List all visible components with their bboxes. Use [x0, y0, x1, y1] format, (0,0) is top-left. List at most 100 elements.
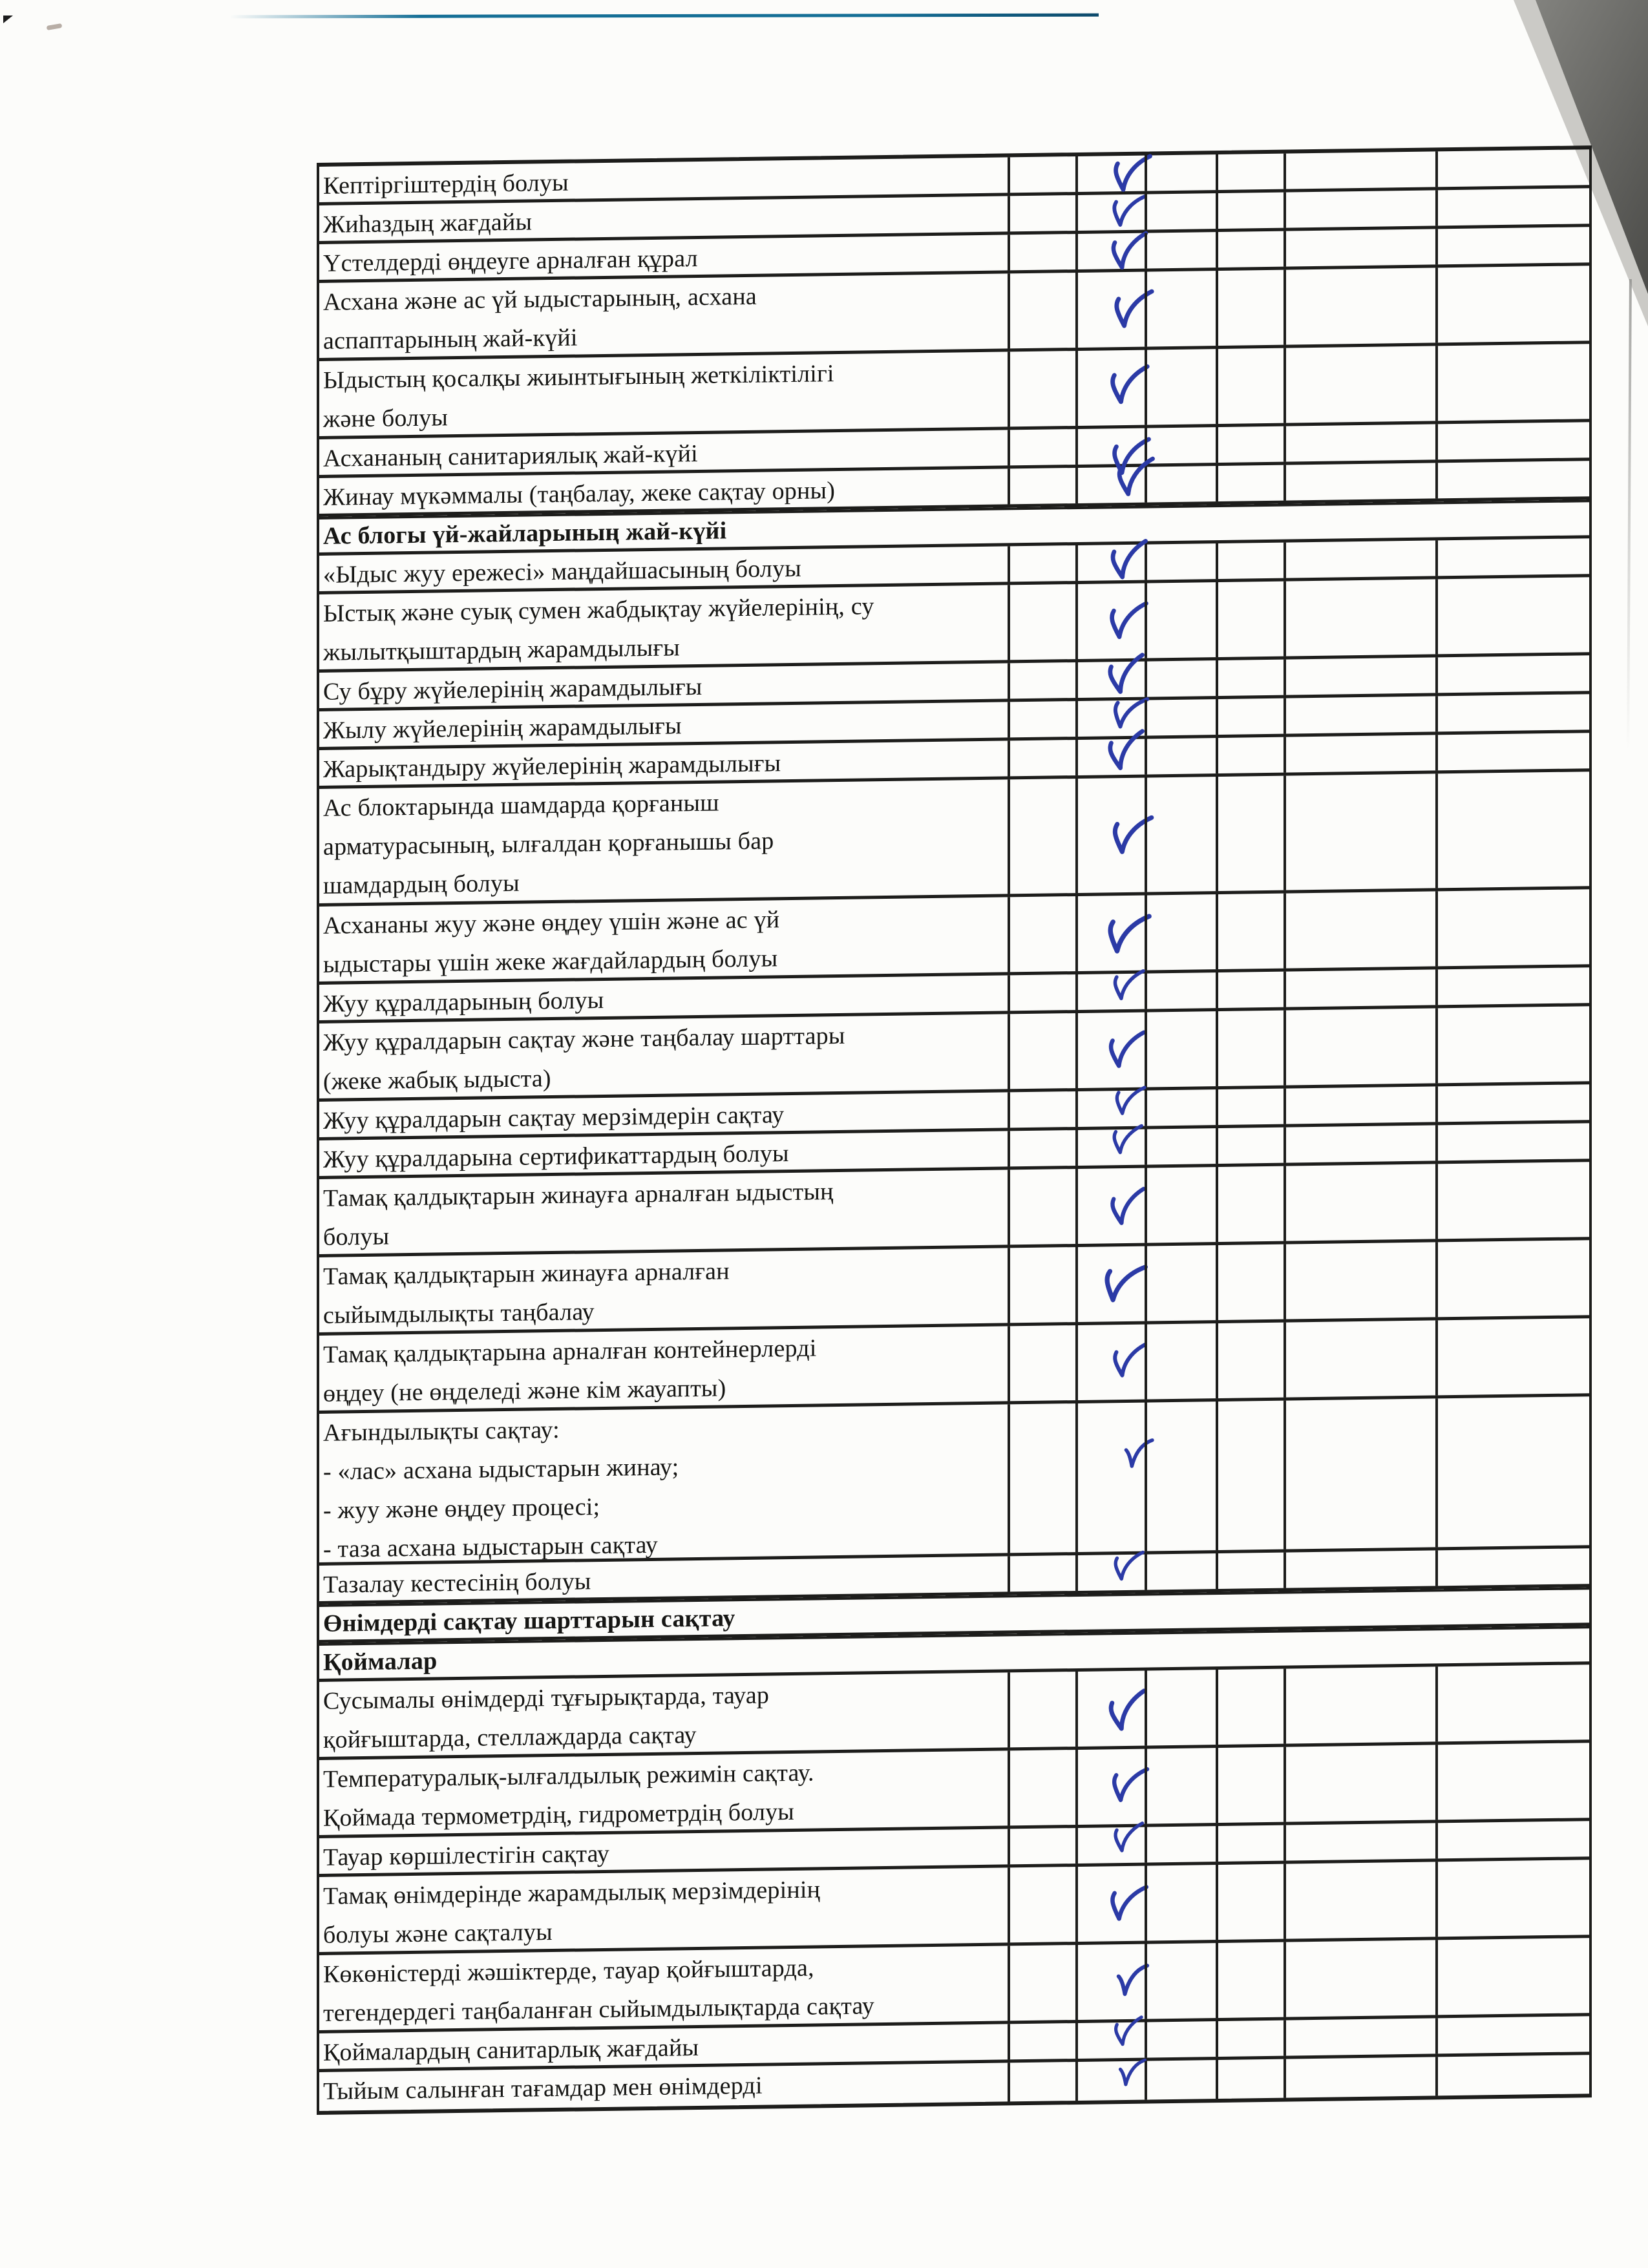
table-cell	[1284, 229, 1435, 267]
checkmark-icon	[1114, 289, 1154, 328]
table-row: Асхананы жуу және өңдеу үшін және ас үй …	[319, 889, 1589, 985]
table-cell	[1008, 1867, 1075, 1943]
table-cell	[1145, 271, 1216, 347]
table-cell	[1008, 468, 1075, 505]
table-cell	[1216, 698, 1284, 735]
checkmark-icon	[1110, 1885, 1148, 1921]
table-cell	[1435, 772, 1589, 888]
table-cell	[1216, 348, 1284, 425]
table-cell	[1284, 1940, 1435, 2017]
table-cell	[1216, 231, 1284, 268]
check-cell	[1075, 1324, 1147, 1401]
checkmark-icon	[1111, 231, 1148, 269]
table-cell	[1216, 659, 1284, 697]
check-cell	[1075, 2058, 1146, 2101]
check-cell	[1075, 1124, 1145, 1166]
table-cell	[1216, 2020, 1284, 2057]
table-cell	[1284, 579, 1435, 656]
table-cell	[1435, 149, 1589, 187]
check-cell	[1075, 350, 1150, 426]
table-row: Жуу құралдарына сертификаттардың болуы	[319, 1123, 1589, 1179]
checkmark-icon	[1112, 194, 1146, 227]
table-cell	[1145, 582, 1216, 658]
check-cell	[1075, 969, 1145, 1011]
table-row: Көкөністерді жәшіктерде, тауар қойғыштар…	[319, 1938, 1589, 2033]
table-cell	[1284, 1125, 1435, 1163]
scan-edge-line	[229, 13, 1099, 19]
table-cell	[1145, 1402, 1216, 1551]
table-cell	[1435, 694, 1589, 732]
table-cell	[1008, 662, 1075, 699]
table-cell	[1145, 543, 1216, 580]
checkmark-icon	[1113, 697, 1149, 729]
table-cell	[1216, 1747, 1284, 1823]
table-cell	[1216, 542, 1284, 580]
table-row: Сусымалы өнімдерді тұғырықтарда, тауар қ…	[319, 1664, 1589, 1760]
table-cell	[1008, 1130, 1075, 1167]
table-cell	[1284, 735, 1435, 773]
table-cell	[1145, 894, 1216, 971]
table-cell	[1216, 971, 1284, 1009]
table-cell	[1145, 1748, 1216, 1824]
table-cell	[1435, 266, 1589, 343]
table-row: Тыйым салынған тағамдар мен өнімдерді	[319, 2055, 1589, 2111]
checkmark-icon	[1112, 1767, 1149, 1803]
table-row: Жиһаздың жағдайы	[319, 188, 1589, 244]
table-cell	[1216, 893, 1284, 970]
table-cell	[1284, 1008, 1435, 1086]
table-cell	[1008, 429, 1075, 466]
table-cell	[1216, 1864, 1284, 1940]
table-cell	[1145, 2060, 1216, 2100]
table-cell	[1008, 1555, 1075, 1592]
table-row: Ыдыстың қосалқы жиынтығының жеткіліктілі…	[319, 344, 1589, 439]
check-cell	[1075, 1550, 1145, 1591]
row-label: Тамақ өнімдерінде жарамдылық мерзімдерін…	[323, 1876, 821, 1949]
check-cell	[1075, 652, 1145, 698]
table-cell	[1145, 1089, 1216, 1126]
table-cell	[1435, 2016, 1589, 2054]
table-row: Жуу құралдарын сақтау мерзімдерін сақтау	[319, 1084, 1589, 1140]
check-cell	[1075, 583, 1148, 660]
table-cell	[1145, 1670, 1216, 1746]
checkmark-icon	[1110, 538, 1148, 579]
checkmark-icon	[1113, 1550, 1145, 1580]
table-cell	[1216, 775, 1284, 892]
table-cell	[1008, 1169, 1075, 1245]
checkmark-icon	[1108, 1688, 1146, 1731]
table-cell	[1435, 889, 1589, 967]
row-label: Ыстық және суық сумен жабдықтау жүйелері…	[323, 593, 874, 666]
table-cell	[1145, 1167, 1216, 1243]
table-cell	[1284, 1320, 1435, 1398]
table-row: Асхана және ас үй ыдыстарының, асхана ас…	[319, 266, 1589, 361]
table-cell	[1145, 2021, 1216, 2058]
table-cell	[1284, 424, 1435, 462]
check-cell	[1075, 1246, 1148, 1323]
check-cell	[1075, 1944, 1149, 2021]
check-cell	[1075, 895, 1152, 972]
table-row: Ас блоктарында шамдарда қорғаныш арматур…	[319, 772, 1589, 907]
table-cell	[1435, 344, 1589, 421]
table-cell	[1008, 1403, 1075, 1553]
table-cell	[1008, 2023, 1075, 2060]
checkmark-icon	[1118, 2058, 1146, 2086]
table-cell	[1008, 234, 1075, 271]
table-row: «Ыдыс жуу ережесі» маңдайшасының болуы	[319, 538, 1589, 594]
table-cell	[1145, 738, 1216, 775]
table-cell	[1216, 426, 1284, 463]
table-cell	[1435, 1240, 1589, 1318]
check-cell	[1075, 777, 1154, 894]
table-cell	[1008, 1750, 1075, 1826]
table-cell	[1145, 1553, 1216, 1590]
table-cell	[1008, 740, 1075, 777]
checkmark-icon	[1107, 728, 1145, 770]
table-cell	[1284, 773, 1435, 890]
check-cell	[1075, 153, 1152, 193]
table-row: Тамақ өнімдерінде жарамдылық мерзімдерін…	[319, 1860, 1589, 1955]
table-cell	[1435, 577, 1589, 655]
check-cell	[1075, 271, 1154, 348]
table-cell	[1008, 1828, 1075, 1865]
checkmark-icon	[1117, 456, 1155, 496]
table-cell	[1284, 969, 1435, 1007]
table-cell	[1216, 465, 1284, 502]
